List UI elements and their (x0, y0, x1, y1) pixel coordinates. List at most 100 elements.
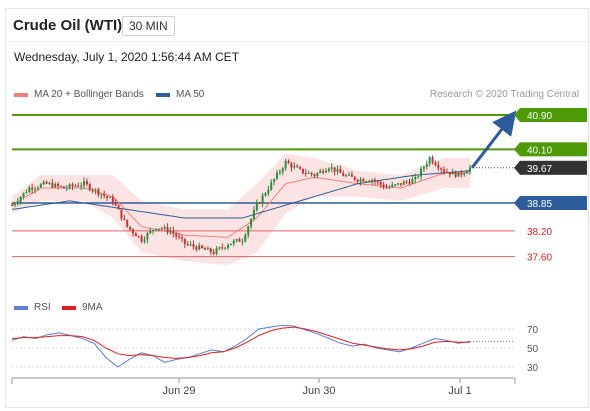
candle-body (342, 173, 345, 177)
candle-body (434, 162, 437, 166)
candle-body (100, 194, 103, 196)
price-tag-pointer (514, 108, 520, 122)
price-tag-label: 39.67 (527, 164, 552, 175)
candle-body (68, 184, 71, 188)
candle-body (365, 181, 368, 183)
candle-body (227, 245, 230, 248)
candle-body (313, 174, 316, 177)
candle-body (42, 181, 45, 185)
candle-body (327, 168, 330, 171)
candle-body (356, 179, 359, 182)
candle-body (425, 163, 428, 167)
candle-body (117, 205, 120, 210)
candle-body (463, 173, 466, 175)
candle-body (229, 243, 232, 246)
candle-body (394, 184, 397, 186)
candle-body (149, 230, 152, 234)
rsi-9ma-line (11, 326, 470, 359)
candle-body (255, 202, 258, 211)
candle-body (330, 167, 333, 169)
candle-body (195, 246, 198, 250)
candle-body (13, 203, 16, 206)
candle-body (31, 187, 34, 190)
legend-rsi: RSI (14, 302, 51, 313)
candle-body (108, 197, 111, 199)
candle-body (36, 187, 39, 189)
candle-body (212, 252, 215, 254)
candle-body (414, 176, 417, 180)
candle-body (451, 171, 454, 175)
candle-body (417, 176, 420, 178)
candle-body (466, 171, 469, 174)
candle-body (382, 184, 385, 188)
timeframe-badge[interactable]: 30 MIN (122, 16, 175, 36)
candle-body (71, 184, 74, 187)
candle-body (45, 181, 48, 184)
candle-body (359, 179, 362, 182)
rsi-tick-label: 70 (527, 325, 539, 336)
candle-body (310, 172, 313, 175)
candle-body (22, 192, 25, 198)
candle-body (106, 195, 109, 198)
candle-body (252, 210, 255, 219)
candle-body (339, 169, 342, 174)
candle-body (65, 187, 68, 189)
candle-body (348, 174, 351, 176)
candle-body (114, 202, 117, 206)
candle-body (160, 228, 163, 230)
candle-body (206, 248, 209, 250)
candle-body (11, 205, 13, 207)
candle-body (221, 247, 224, 249)
candle-body (166, 227, 169, 232)
candle-body (59, 186, 62, 188)
legend-label-ma50: MA 50 (176, 89, 205, 100)
candle-body (28, 187, 31, 193)
price-tag-bg (520, 196, 587, 210)
legend-swatch-9ma (62, 305, 76, 310)
candle-body (405, 181, 408, 183)
candle-body (152, 229, 155, 231)
candle-body (385, 187, 388, 189)
legend-ma50: MA 50 (156, 89, 204, 100)
candle-body (250, 218, 253, 227)
candle-body (134, 233, 137, 237)
candle-body (169, 230, 172, 232)
candle-body (350, 174, 353, 177)
forecast-arrow (470, 110, 517, 169)
candle-body (469, 167, 471, 172)
price-tag-bg (520, 160, 587, 175)
candle-body (273, 178, 276, 183)
candle-body (333, 167, 336, 172)
rsi-line (11, 324, 471, 368)
timestamp: Wednesday, July 1, 2020 1:56:44 AM CET (14, 50, 240, 64)
ma50-line (11, 170, 471, 219)
candle-body (25, 192, 28, 194)
rsi-tick-label: 50 (527, 344, 539, 355)
candle-body (186, 244, 189, 246)
price-level-label: 38.20 (527, 227, 552, 238)
candle-body (215, 248, 218, 254)
legend-label-9ma: 9MA (82, 302, 103, 313)
legend-label-ma20: MA 20 + Bollinger Bands (34, 89, 144, 100)
candle-body (443, 169, 446, 173)
candle-body (281, 168, 284, 172)
candle-body (379, 181, 382, 185)
legend-label-rsi: RSI (34, 302, 51, 313)
candle-body (402, 181, 405, 185)
candle-body (157, 228, 160, 230)
candle-body (411, 179, 414, 184)
candle-body (51, 182, 54, 188)
candle-body (362, 179, 365, 182)
candle-body (319, 170, 322, 174)
candle-body (19, 197, 22, 202)
x-tick-label: Jun 30 (302, 385, 335, 397)
candle-body (163, 227, 166, 229)
candle-body (440, 168, 443, 170)
candle-body (267, 189, 270, 194)
candle-body (80, 185, 83, 187)
candle-body (57, 183, 60, 187)
candle-body (391, 184, 394, 188)
candle-body (428, 157, 431, 164)
candle-body (396, 183, 399, 185)
